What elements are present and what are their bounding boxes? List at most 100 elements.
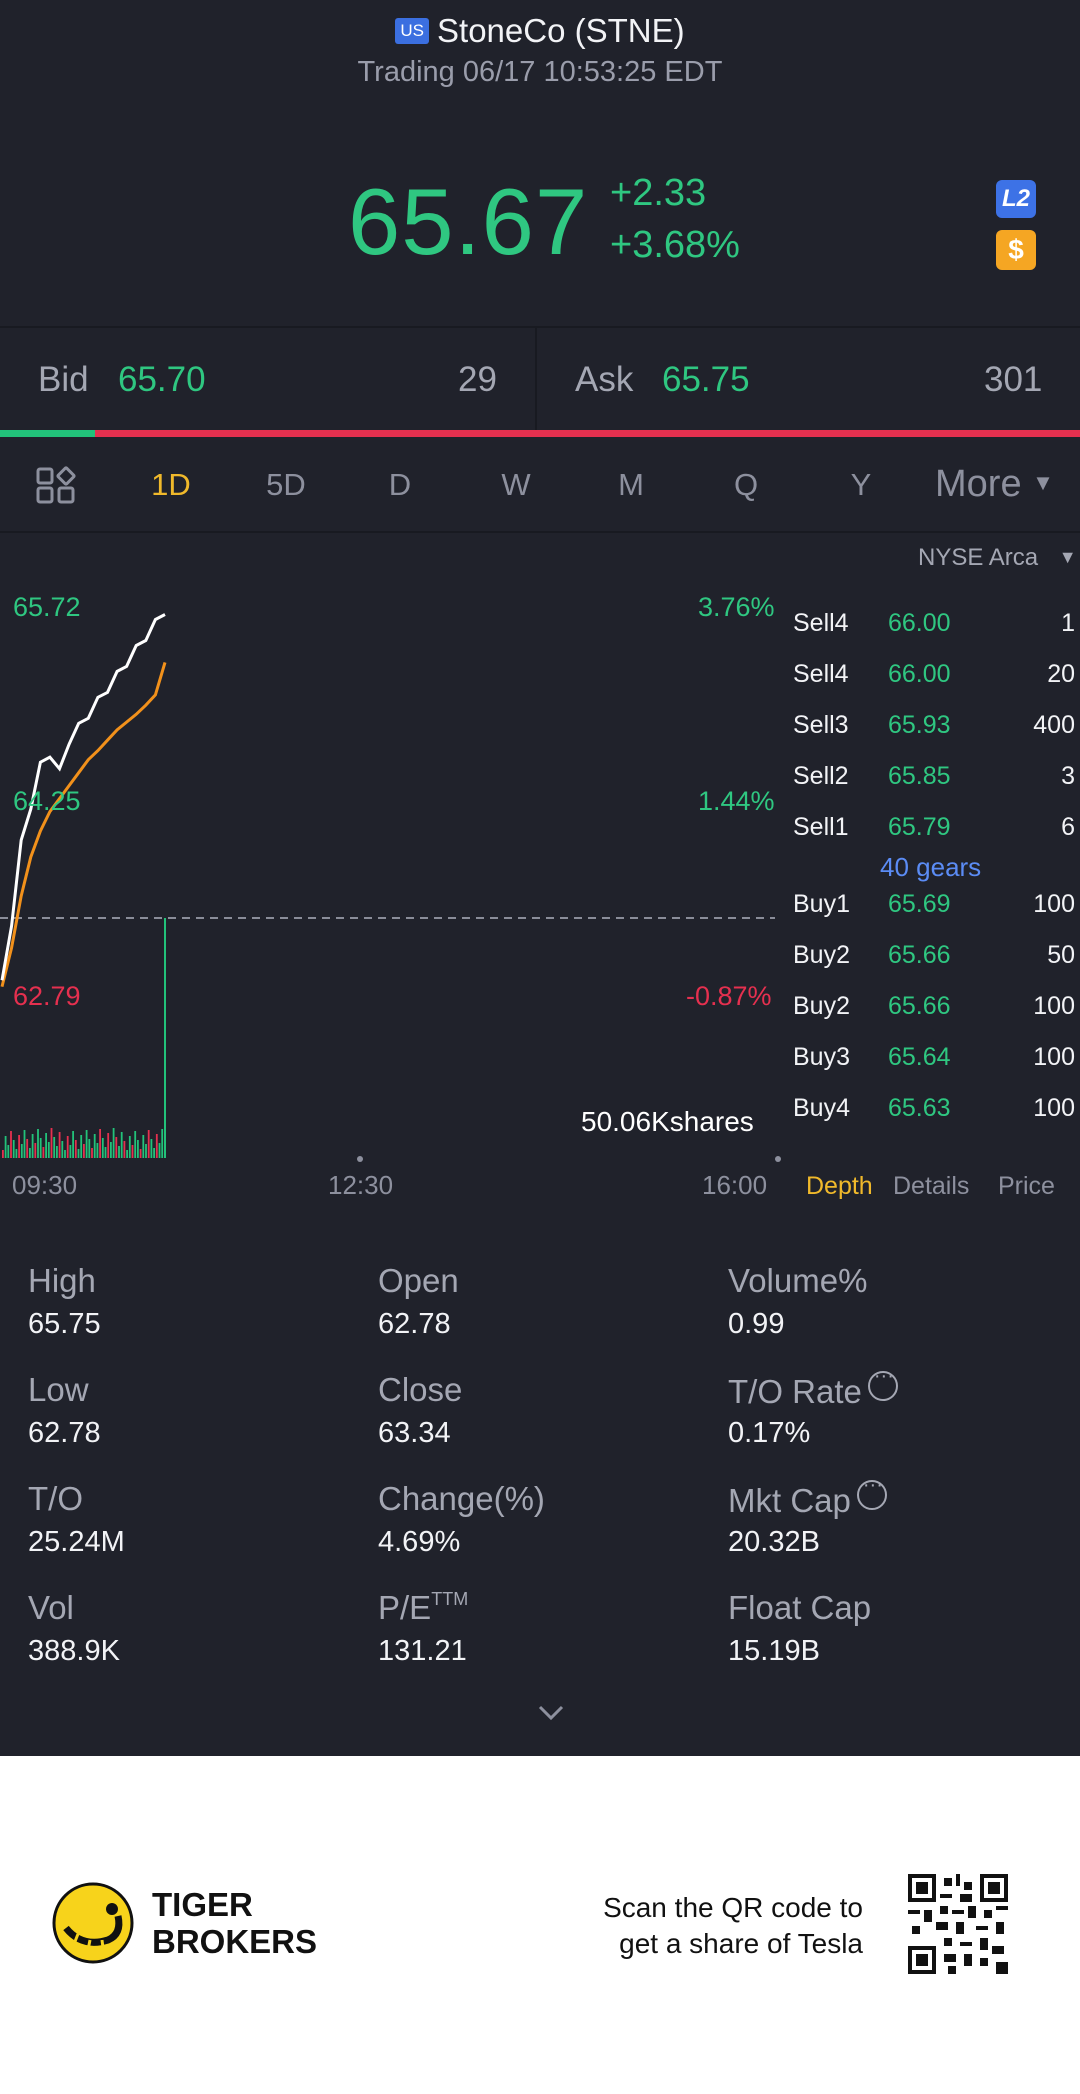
period-tabs: 1D 5D D W M Q Y More ▼ xyxy=(0,437,1080,533)
axis-dot xyxy=(357,1156,363,1162)
exchange-selector[interactable]: NYSE Arca ▼ xyxy=(918,544,1077,572)
volume-bar xyxy=(93,1134,96,1158)
depth-qty: 100 xyxy=(1033,992,1075,1020)
x-label-open: 09:30 xyxy=(12,1170,78,1200)
volume-bar xyxy=(53,1137,56,1158)
volume-bar xyxy=(39,1138,42,1158)
depth-price: 65.79 xyxy=(888,813,951,841)
depth-qty: 100 xyxy=(1033,1094,1075,1122)
volume-bar xyxy=(18,1135,20,1158)
page-title: US StoneCo (STNE) xyxy=(0,12,1080,50)
volume-bar xyxy=(37,1129,39,1158)
depth-price: 66.00 xyxy=(888,660,951,688)
y-label-mid: 64.25 xyxy=(13,786,81,816)
depth-side: Buy2 xyxy=(793,941,850,969)
stat-label: Open xyxy=(378,1262,459,1299)
depth-price: 65.64 xyxy=(888,1043,951,1071)
stat-label: Close xyxy=(378,1371,463,1408)
y-pct-mid: 1.44% xyxy=(698,786,775,816)
depth-qty: 50 xyxy=(1047,941,1075,969)
depth-side: Buy1 xyxy=(793,890,850,918)
layout-grid-icon[interactable] xyxy=(36,465,76,505)
depth-qty: 6 xyxy=(1061,813,1075,841)
depth-row: Sell2 65.85 3 xyxy=(793,762,1075,802)
caret-down-icon: ▼ xyxy=(1058,547,1077,567)
bid-ratio-bar xyxy=(0,430,95,437)
depth-side: Sell1 xyxy=(793,813,849,841)
volume-bar xyxy=(74,1140,77,1158)
caret-down-icon: ▼ xyxy=(1032,470,1054,495)
stat-label: P/ETTM xyxy=(378,1589,469,1626)
volume-bar xyxy=(96,1143,99,1158)
depth-price: 65.63 xyxy=(888,1094,951,1122)
depth-qty: 20 xyxy=(1047,660,1075,688)
volume-bar xyxy=(139,1149,142,1158)
tab-more[interactable]: More ▼ xyxy=(935,463,1054,506)
volume-bar xyxy=(47,1142,50,1158)
dollar-icon[interactable]: $ xyxy=(996,230,1036,270)
volume-bar xyxy=(83,1144,85,1158)
gears-link[interactable]: 40 gears xyxy=(880,852,982,882)
tab-w[interactable]: W xyxy=(501,467,531,502)
pe-suffix: TTM xyxy=(431,1589,469,1609)
tiger-logo-icon xyxy=(52,1882,134,1964)
tab-depth[interactable]: Depth xyxy=(806,1172,873,1200)
tab-d[interactable]: D xyxy=(388,467,412,502)
depth-price: 65.66 xyxy=(888,992,951,1020)
depth-price: 65.85 xyxy=(888,762,951,790)
info-icon[interactable] xyxy=(856,1474,887,1510)
ask-price: 65.75 xyxy=(662,360,750,399)
volume-bar xyxy=(99,1129,101,1158)
bid-size: 29 xyxy=(458,360,497,399)
price-change: +2.33 xyxy=(610,172,707,214)
y-label-high: 65.72 xyxy=(13,592,81,622)
volume-bar xyxy=(66,1136,69,1158)
volume-bar xyxy=(110,1142,112,1158)
depth-side: Buy3 xyxy=(793,1043,850,1071)
average-price-line xyxy=(0,661,167,988)
volume-bar xyxy=(112,1128,115,1158)
stat-label: T/O xyxy=(28,1480,83,1517)
stat-value: 131.21 xyxy=(378,1635,467,1667)
tab-5d[interactable]: 5D xyxy=(266,467,306,502)
level2-icon[interactable]: L2 xyxy=(996,180,1036,218)
tab-y[interactable]: Y xyxy=(850,467,872,502)
volume-bar xyxy=(128,1136,131,1158)
volume-bar xyxy=(134,1131,137,1158)
footer-banner xyxy=(0,1756,1080,2094)
volume-bar xyxy=(10,1131,12,1158)
depth-side: Sell3 xyxy=(793,711,849,739)
tab-1d[interactable]: 1D xyxy=(151,467,191,502)
stat-value: 62.78 xyxy=(28,1417,101,1449)
depth-price: 65.69 xyxy=(888,890,951,918)
volume-bar xyxy=(153,1148,155,1158)
stat-value: 62.78 xyxy=(378,1308,451,1340)
depth-row: Buy4 65.63 100 xyxy=(793,1094,1075,1134)
axis-dot xyxy=(775,1156,781,1162)
volume-bar xyxy=(69,1145,72,1158)
market-badge: US xyxy=(395,18,430,44)
depth-price: 65.66 xyxy=(888,941,951,969)
stat-value: 25.24M xyxy=(28,1526,125,1558)
volume-bar xyxy=(126,1150,128,1158)
qr-code-icon[interactable] xyxy=(908,1874,1008,1974)
depth-row: Buy3 65.64 100 xyxy=(793,1043,1075,1083)
tab-m[interactable]: M xyxy=(618,467,644,502)
stat-label: Float Cap xyxy=(728,1589,872,1626)
depth-side: Sell4 xyxy=(793,660,849,688)
volume-bar xyxy=(12,1140,15,1158)
stat-value: 20.32B xyxy=(728,1526,820,1558)
intraday-chart[interactable] xyxy=(0,540,785,1170)
volume-bar xyxy=(161,1129,164,1158)
tab-price[interactable]: Price xyxy=(998,1172,1055,1200)
info-icon[interactable] xyxy=(867,1365,898,1401)
depth-price: 66.00 xyxy=(888,609,951,637)
tab-details[interactable]: Details xyxy=(893,1172,970,1200)
divider xyxy=(0,326,1080,328)
tab-q[interactable]: Q xyxy=(733,467,759,502)
chevron-down-icon[interactable] xyxy=(536,1698,566,1728)
volume-bar xyxy=(58,1132,61,1158)
volume-bar xyxy=(158,1143,161,1158)
y-label-low: 62.79 xyxy=(13,981,81,1011)
volume-bar xyxy=(115,1137,118,1158)
